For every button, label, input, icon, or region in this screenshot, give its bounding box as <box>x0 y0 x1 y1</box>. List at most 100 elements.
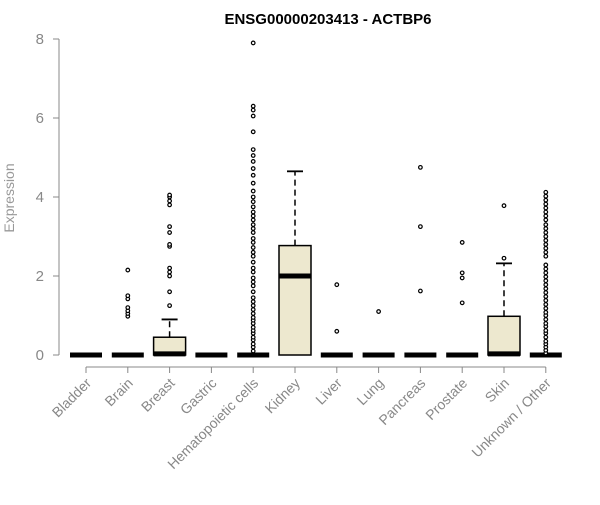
y-tick-label: 0 <box>36 347 44 364</box>
y-tick-label: 4 <box>36 189 44 206</box>
outlier-point <box>543 197 549 203</box>
box-group <box>362 309 395 358</box>
box-group <box>111 267 144 358</box>
outlier-point <box>250 217 256 223</box>
outlier-point <box>250 40 256 46</box>
outlier-point <box>250 103 256 109</box>
box-group <box>487 203 521 357</box>
outlier-point <box>250 289 256 295</box>
outlier-point <box>167 303 173 309</box>
x-tick-label: Bladder <box>49 375 95 421</box>
outlier-point <box>543 278 549 284</box>
outlier-point <box>250 213 256 219</box>
box-group <box>152 192 187 357</box>
outlier-point <box>418 224 423 230</box>
outlier-point <box>543 189 549 195</box>
outlier-point <box>167 230 173 235</box>
outlier-point <box>167 224 173 230</box>
outlier-point <box>334 328 340 334</box>
y-tick-label: 8 <box>36 31 44 48</box>
outlier-point <box>167 269 173 275</box>
x-tick-label: Lung <box>353 375 386 408</box>
box-group <box>446 240 479 358</box>
x-tick-label: Breast <box>138 375 178 415</box>
outlier-point <box>125 267 131 273</box>
chart-title: ENSG00000203413 - ACTBP6 <box>224 11 431 28</box>
outlier-point <box>543 213 549 219</box>
outlier-point <box>250 204 256 210</box>
outlier-point <box>543 222 549 228</box>
outlier-point <box>543 193 549 199</box>
outlier-point <box>543 321 549 326</box>
x-tick-label: Unknown / Other <box>468 375 554 461</box>
outlier-point <box>543 317 549 322</box>
box-group <box>237 40 270 358</box>
outlier-point <box>543 209 549 215</box>
outlier-point <box>418 164 423 170</box>
outlier-point <box>543 305 549 311</box>
outlier-point <box>250 299 256 305</box>
outlier-point <box>125 293 131 299</box>
outlier-point <box>543 266 549 272</box>
box-group <box>278 170 312 356</box>
outlier-point <box>250 107 256 113</box>
outlier-point <box>543 241 549 247</box>
outlier-point <box>543 286 549 292</box>
outlier-point <box>459 300 465 306</box>
outlier-point <box>543 290 549 295</box>
outlier-point <box>250 159 256 164</box>
outlier-point <box>167 265 173 271</box>
outlier-point <box>543 249 549 255</box>
outlier-point <box>459 275 465 281</box>
box-group <box>320 282 353 358</box>
outlier-point <box>250 265 256 271</box>
outlier-point <box>543 238 549 243</box>
outlier-point <box>167 202 173 208</box>
outlier-point <box>167 273 173 279</box>
outlier-point <box>250 307 256 312</box>
y-axis-label: Expression <box>1 163 17 232</box>
x-tick-label: Prostate <box>422 375 470 423</box>
outlier-point <box>459 270 465 276</box>
outlier-point <box>250 166 256 171</box>
outlier-point <box>250 295 256 301</box>
outlier-point <box>250 222 256 228</box>
outlier-point <box>543 253 549 259</box>
outlier-point <box>543 201 549 207</box>
outlier-point <box>459 240 465 245</box>
outlier-point <box>543 274 549 280</box>
outlier-point <box>250 147 256 153</box>
outlier-point <box>250 113 256 119</box>
outlier-point <box>543 334 549 340</box>
x-tick-label: Brain <box>101 375 135 409</box>
outlier-point <box>543 270 549 276</box>
outlier-point <box>250 180 256 186</box>
outlier-point <box>250 275 256 281</box>
outlier-point <box>250 199 256 205</box>
outlier-point <box>250 315 256 320</box>
outlier-point <box>543 298 549 303</box>
x-tick-label: Liver <box>312 375 345 408</box>
outlier-point <box>250 153 256 158</box>
box-iqr <box>278 244 312 356</box>
outlier-point <box>167 241 173 247</box>
outlier-point <box>543 282 549 288</box>
outlier-point <box>543 309 549 315</box>
outlier-point <box>250 230 256 235</box>
outlier-point <box>543 294 549 299</box>
outlier-point <box>250 334 256 340</box>
x-tick-label: Kidney <box>262 375 304 417</box>
x-tick-label: Skin <box>482 375 513 406</box>
outlier-point <box>543 328 549 333</box>
outlier-point <box>250 311 256 316</box>
outlier-point <box>250 209 256 215</box>
outlier-point <box>250 259 256 265</box>
outlier-point <box>250 240 256 245</box>
outlier-point <box>250 172 256 178</box>
box-group <box>529 189 562 358</box>
outlier-point <box>418 288 423 294</box>
outlier-point <box>543 234 549 239</box>
outlier-point <box>250 269 256 275</box>
